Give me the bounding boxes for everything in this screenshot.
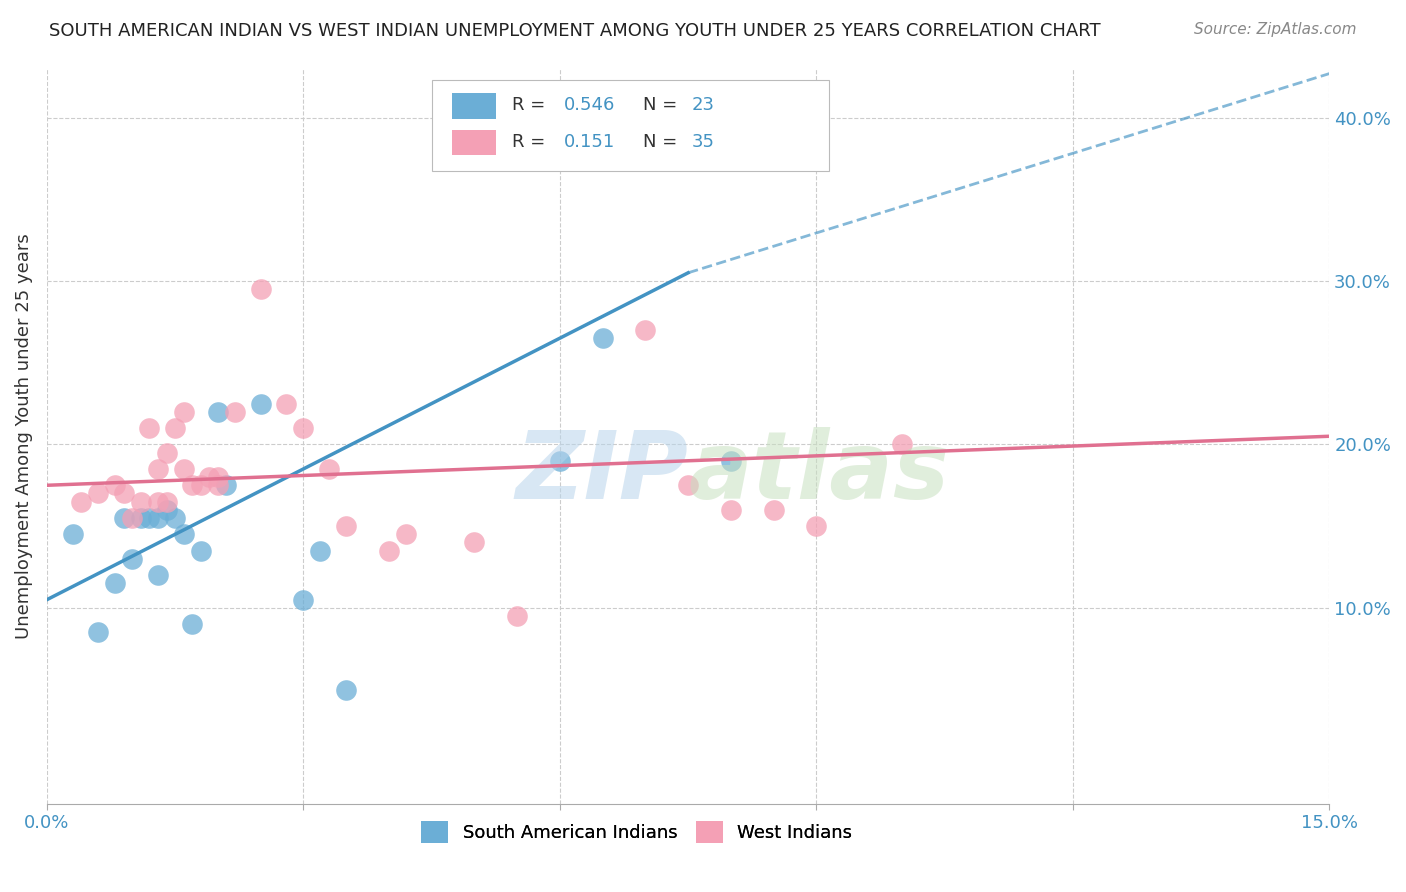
Point bbox=[181, 478, 204, 492]
Point bbox=[146, 494, 169, 508]
Text: N =: N = bbox=[643, 96, 683, 114]
Point bbox=[112, 511, 135, 525]
Point bbox=[276, 396, 298, 410]
Point bbox=[395, 527, 418, 541]
Point bbox=[165, 421, 187, 435]
Text: atlas: atlas bbox=[688, 427, 949, 519]
Text: 0.546: 0.546 bbox=[564, 96, 614, 114]
Point bbox=[309, 543, 332, 558]
Text: R =: R = bbox=[512, 96, 551, 114]
Y-axis label: Unemployment Among Youth under 25 years: Unemployment Among Youth under 25 years bbox=[15, 234, 32, 640]
FancyBboxPatch shape bbox=[432, 79, 830, 171]
Point bbox=[155, 445, 177, 459]
Point bbox=[207, 478, 229, 492]
Point bbox=[215, 478, 238, 492]
Point bbox=[138, 511, 160, 525]
Point bbox=[292, 421, 315, 435]
Point bbox=[104, 576, 127, 591]
Point bbox=[548, 454, 571, 468]
Point bbox=[155, 494, 177, 508]
Point bbox=[207, 405, 229, 419]
Point bbox=[146, 568, 169, 582]
Text: R =: R = bbox=[512, 133, 557, 151]
Point bbox=[138, 421, 160, 435]
Text: N =: N = bbox=[643, 133, 683, 151]
Point bbox=[104, 478, 127, 492]
Point bbox=[506, 609, 529, 624]
Point bbox=[129, 511, 152, 525]
Point bbox=[292, 592, 315, 607]
Text: 35: 35 bbox=[692, 133, 714, 151]
Point bbox=[335, 519, 357, 533]
Point bbox=[207, 470, 229, 484]
Text: 23: 23 bbox=[692, 96, 714, 114]
Point bbox=[87, 625, 110, 640]
Point bbox=[249, 396, 271, 410]
Point bbox=[190, 543, 212, 558]
Point bbox=[173, 405, 195, 419]
Point bbox=[335, 682, 357, 697]
Point bbox=[198, 470, 221, 484]
Text: ZIP: ZIP bbox=[515, 427, 688, 519]
Point bbox=[249, 282, 271, 296]
Point bbox=[806, 519, 828, 533]
Point bbox=[762, 503, 785, 517]
Point bbox=[70, 494, 93, 508]
Point bbox=[463, 535, 485, 549]
Point bbox=[112, 486, 135, 500]
Text: SOUTH AMERICAN INDIAN VS WEST INDIAN UNEMPLOYMENT AMONG YOUTH UNDER 25 YEARS COR: SOUTH AMERICAN INDIAN VS WEST INDIAN UNE… bbox=[49, 22, 1101, 40]
Point bbox=[378, 543, 401, 558]
Point bbox=[224, 405, 246, 419]
Point bbox=[318, 462, 340, 476]
Point bbox=[146, 511, 169, 525]
Point bbox=[890, 437, 912, 451]
Point bbox=[146, 462, 169, 476]
Point bbox=[165, 511, 187, 525]
FancyBboxPatch shape bbox=[453, 93, 496, 119]
Point bbox=[592, 331, 614, 345]
Text: Source: ZipAtlas.com: Source: ZipAtlas.com bbox=[1194, 22, 1357, 37]
Point bbox=[720, 503, 742, 517]
Point bbox=[173, 462, 195, 476]
Point bbox=[121, 551, 143, 566]
Point bbox=[181, 617, 204, 632]
Point bbox=[720, 454, 742, 468]
Point bbox=[129, 494, 152, 508]
Point bbox=[155, 503, 177, 517]
Point bbox=[634, 323, 657, 337]
Point bbox=[190, 478, 212, 492]
Legend: South American Indians, West Indians: South American Indians, West Indians bbox=[415, 814, 859, 850]
Text: 0.151: 0.151 bbox=[564, 133, 614, 151]
Point bbox=[173, 527, 195, 541]
Point bbox=[87, 486, 110, 500]
Point bbox=[121, 511, 143, 525]
FancyBboxPatch shape bbox=[453, 129, 496, 155]
Point bbox=[62, 527, 84, 541]
Point bbox=[676, 478, 699, 492]
